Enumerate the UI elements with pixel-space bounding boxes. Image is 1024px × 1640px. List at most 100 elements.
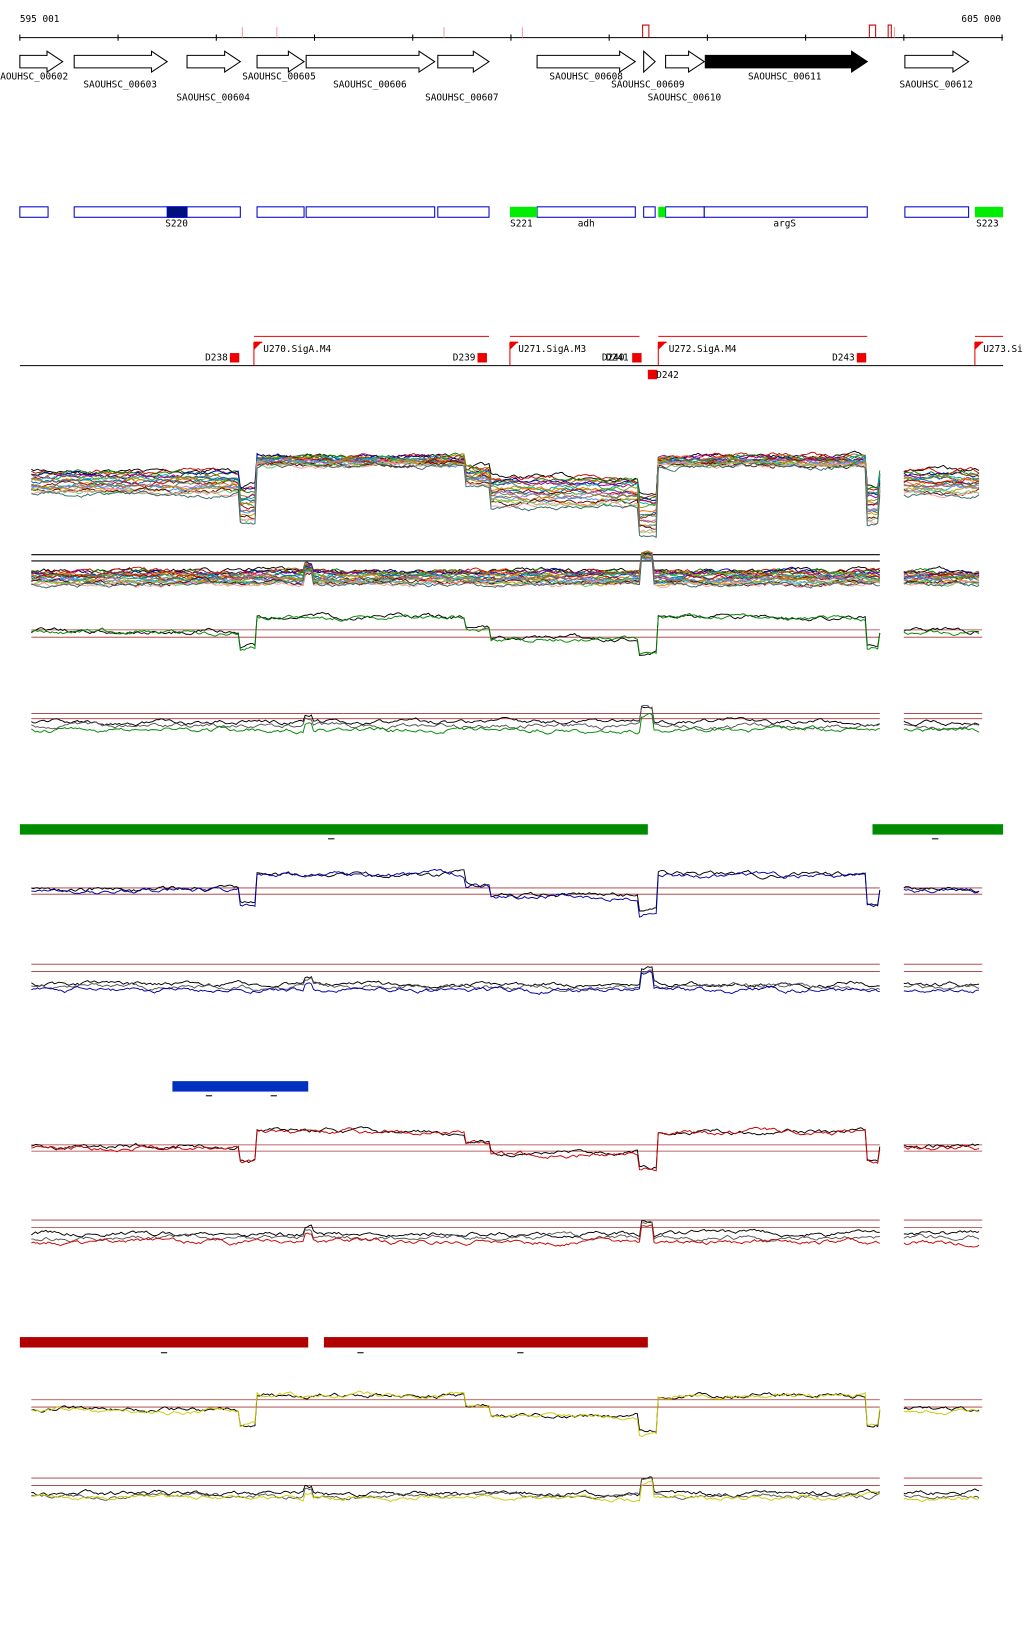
expression-line <box>31 706 880 728</box>
gene-arrow <box>73 50 169 74</box>
gene-arrow <box>186 50 242 74</box>
expression-line <box>31 554 881 581</box>
terminator <box>632 353 642 363</box>
gene-label: SAOUHSC_00602 <box>0 71 68 82</box>
expression-line <box>31 460 881 530</box>
expression-line <box>31 869 881 912</box>
gene-label: SAOUHSC_00611 <box>748 71 822 82</box>
transcript-label: U273.Si <box>983 344 1023 355</box>
expression-line <box>903 1405 980 1412</box>
gene-arrow <box>643 50 656 74</box>
expression-line <box>31 970 880 996</box>
segment-box <box>305 206 436 218</box>
expression-line <box>903 1230 980 1236</box>
ruler-peak <box>642 24 650 38</box>
expression-line <box>31 612 881 656</box>
expression-line <box>31 712 880 735</box>
expression-line <box>31 554 880 588</box>
segment-box <box>904 206 970 218</box>
promoter-flag-head <box>509 341 519 350</box>
expression-line <box>903 466 980 476</box>
expression-line <box>31 460 881 534</box>
segment-label: S223 <box>976 219 999 230</box>
gene-arrow <box>665 50 706 74</box>
ruler-peak <box>887 24 892 38</box>
ruler-peak <box>868 24 877 38</box>
promoter-flag-head <box>658 341 667 350</box>
transcript-label: D238 <box>205 352 228 363</box>
expression-line <box>903 580 980 587</box>
expression-line <box>31 550 881 579</box>
segment-box <box>536 206 636 218</box>
expression-line <box>903 581 980 588</box>
expression-line <box>31 1476 880 1499</box>
expression-line <box>31 553 880 589</box>
expression-line <box>31 557 880 586</box>
expression-line <box>903 483 980 490</box>
expression-line <box>903 983 980 990</box>
transcript-label: U270.SigA.M4 <box>263 344 331 355</box>
expression-line <box>903 477 980 486</box>
expression-line <box>903 479 980 485</box>
expression-line <box>903 1488 980 1496</box>
gene-arrow <box>704 50 869 74</box>
gene-label: SAOUHSC_00608 <box>549 71 623 82</box>
expression-line <box>31 460 881 533</box>
expression-line <box>903 576 980 584</box>
expression-line <box>903 988 980 994</box>
expression-line <box>31 868 881 918</box>
segment-box <box>665 206 705 218</box>
expression-line <box>903 888 980 894</box>
expression-line <box>31 1390 881 1437</box>
expression-line <box>31 458 881 528</box>
expression-line <box>903 727 980 733</box>
expression-line <box>903 719 980 727</box>
transcript-label: D240 <box>602 352 625 363</box>
expression-line <box>903 570 980 577</box>
expression-line <box>31 1479 881 1503</box>
expression-line <box>903 1233 980 1241</box>
expression-line <box>31 461 881 539</box>
gene-arrow <box>19 50 64 74</box>
condition-bar <box>19 824 648 835</box>
gene-label: SAOUHSC_00612 <box>899 80 973 91</box>
segment-fill <box>658 206 666 218</box>
segment-box <box>643 206 656 218</box>
gene-label: SAOUHSC_00609 <box>611 80 685 91</box>
terminator <box>856 353 867 363</box>
segment-box <box>73 206 241 218</box>
expression-line <box>903 489 980 494</box>
segment-box <box>19 206 49 218</box>
expression-line <box>31 1126 881 1172</box>
segment-label: adh <box>578 219 595 230</box>
segment-box <box>256 206 305 218</box>
expression-line <box>31 459 881 527</box>
gene-label: SAOUHSC_00604 <box>176 92 250 103</box>
transcript-label: D242 <box>656 370 679 381</box>
gene-arrow <box>904 50 970 74</box>
segment-box <box>437 206 490 218</box>
gene-label: SAOUHSC_00603 <box>83 80 157 91</box>
segment-fill <box>974 206 1004 218</box>
ruler-end: 605 000 <box>961 14 1001 25</box>
expression-line <box>31 969 880 992</box>
transcript-label: D241 <box>606 352 629 363</box>
segment-label: argS <box>773 219 796 230</box>
terminator <box>647 369 658 380</box>
gene-arrow <box>305 50 436 74</box>
terminator <box>477 353 487 363</box>
expression-line <box>903 1144 980 1151</box>
expression-line <box>903 490 980 499</box>
condition-bar <box>323 1337 648 1348</box>
expression-line <box>903 1239 980 1248</box>
promoter-flag-head <box>253 341 263 350</box>
expression-line <box>31 1224 880 1247</box>
gene-arrow <box>256 50 306 74</box>
segment-box <box>703 206 868 218</box>
segment-label: S220 <box>165 219 188 230</box>
terminator <box>229 353 240 363</box>
expression-line <box>31 704 881 731</box>
ruler-start: 595 001 <box>20 14 60 25</box>
segment-fill <box>166 206 188 218</box>
expression-line <box>903 1408 980 1416</box>
